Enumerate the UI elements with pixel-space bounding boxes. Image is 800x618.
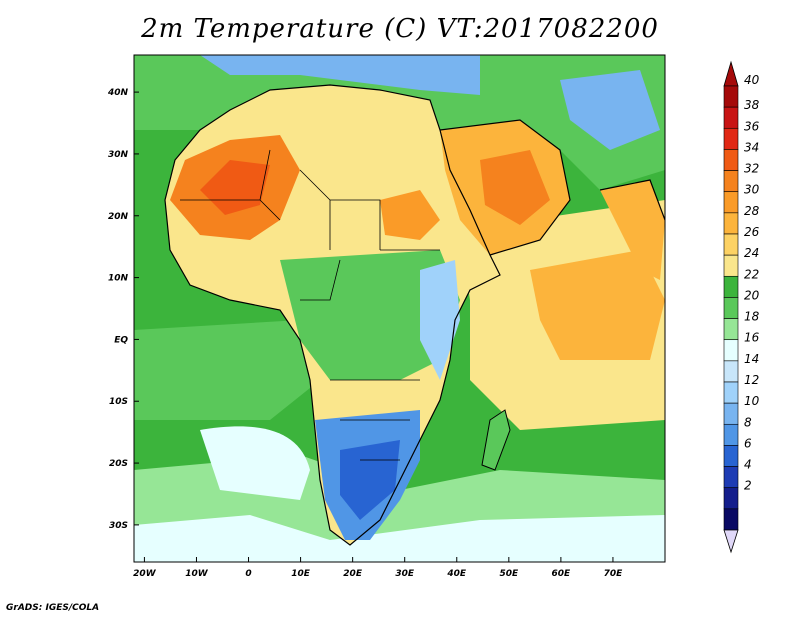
- y-tick-label: 20S: [109, 459, 128, 469]
- colorbar-swatch: [723, 339, 739, 362]
- country-borders: [180, 149, 440, 461]
- india-region: [600, 180, 665, 280]
- x-tick-label: 20W: [133, 569, 157, 579]
- colorbar-label: 10: [744, 394, 760, 408]
- india-coastline: [599, 179, 665, 221]
- colorbar-label: 28: [744, 204, 760, 218]
- colorbar-label: 8: [744, 415, 752, 429]
- colorbar-swatch: [723, 318, 739, 341]
- central-africa-green: [280, 250, 460, 380]
- y-tick-label: 10S: [109, 397, 128, 407]
- southern-ocean-cool: [134, 515, 665, 562]
- colorbar-label: 16: [744, 331, 760, 345]
- credit-text: GrADS: IGES/COLA: [6, 603, 100, 613]
- colorbar-label: 20: [744, 288, 760, 302]
- y-tick-label: 40N: [107, 88, 129, 98]
- map-field: [134, 55, 665, 562]
- colorbar-swatch: [723, 360, 739, 383]
- y-axis-ticks: 40N 30N 20N 10N EQ 10S 20S 30S: [107, 88, 139, 531]
- x-tick-label: 40E: [446, 569, 467, 579]
- x-tick-label: 10W: [185, 569, 209, 579]
- atlantic-cool-patch: [200, 426, 310, 500]
- colorbar-swatch: [723, 445, 739, 467]
- colorbar-label: 22: [744, 267, 759, 281]
- colorbar-label: 18: [744, 310, 760, 324]
- colorbar-swatch: [723, 487, 739, 510]
- colorbar-label: 40: [744, 73, 760, 87]
- colorbar-swatch: [723, 254, 739, 277]
- x-tick-label: 10E: [291, 569, 311, 579]
- colorbar-label: 36: [744, 119, 760, 133]
- x-tick-label: 70E: [604, 569, 624, 579]
- y-tick-label: 30N: [108, 150, 129, 160]
- africa-coastline: [164, 84, 501, 546]
- colorbar-label: 14: [744, 352, 759, 366]
- colorbar-swatch: [723, 423, 739, 446]
- colorbar-swatch: [723, 402, 739, 425]
- colorbar-label: 4: [744, 458, 752, 472]
- colorbar-label: 6: [744, 436, 752, 450]
- colorbar-label: 2: [744, 479, 752, 493]
- colorbar-swatch: [723, 233, 739, 256]
- plot-frame: [133, 54, 666, 563]
- colorbar-swatch: [723, 466, 739, 489]
- y-tick-label: 30S: [109, 521, 128, 531]
- arabia-hot: [480, 150, 550, 225]
- indian-ocean-warmer: [530, 250, 665, 360]
- madagascar: [481, 409, 511, 471]
- y-tick-label: EQ: [114, 335, 128, 345]
- colorbar-label: 30: [744, 183, 760, 197]
- x-tick-label: 50E: [499, 569, 519, 579]
- colorbar-label: 24: [744, 246, 759, 260]
- europe-cool: [200, 55, 480, 95]
- colorbar-swatch: [723, 212, 739, 235]
- colorbar-label: 32: [744, 162, 759, 176]
- colorbar-swatch: [723, 149, 739, 171]
- x-tick-label: 20E: [343, 569, 363, 579]
- colorbar-swatch: [723, 85, 739, 108]
- x-tick-label: 30E: [395, 569, 415, 579]
- x-tick-label: 0: [245, 569, 251, 579]
- sudan-hot: [380, 190, 440, 240]
- colorbar-label: 12: [744, 373, 759, 387]
- y-tick-label: 20N: [108, 212, 129, 222]
- colorbar: 40 38 36 34 32 30 28 26 24 22 20 18 16 14 12 10 8 6 4 2: [723, 60, 760, 554]
- colorbar-swatch: [723, 275, 739, 298]
- colorbar-swatch: [723, 381, 739, 404]
- colorbar-swatch: [723, 297, 739, 319]
- mountain-cool: [560, 70, 660, 150]
- colorbar-label: 38: [744, 98, 760, 112]
- arabia-coastline: [439, 119, 571, 256]
- x-axis-ticks: 20W 10W 0 10E 20E 30E 40E 50E 60E 70E: [133, 557, 623, 579]
- east-africa-highlands: [420, 260, 460, 380]
- colorbar-swatch: [723, 106, 739, 129]
- colorbar-swatch: [723, 170, 739, 193]
- colorbar-bottom-arrow: [723, 529, 739, 554]
- sahara-hottest: [200, 160, 270, 215]
- colorbar-label: 26: [744, 225, 760, 239]
- colorbar-top-arrow: [723, 60, 739, 87]
- x-tick-label: 60E: [552, 569, 572, 579]
- colorbar-label: 34: [744, 140, 759, 154]
- colorbar-swatch: [723, 127, 739, 150]
- y-tick-label: 10N: [108, 274, 129, 284]
- colorbar-swatch: [723, 508, 739, 531]
- map-title: 2m Temperature (C) VT:2017082200: [141, 14, 659, 44]
- colorbar-swatch: [723, 191, 739, 214]
- atlantic-green: [134, 320, 320, 420]
